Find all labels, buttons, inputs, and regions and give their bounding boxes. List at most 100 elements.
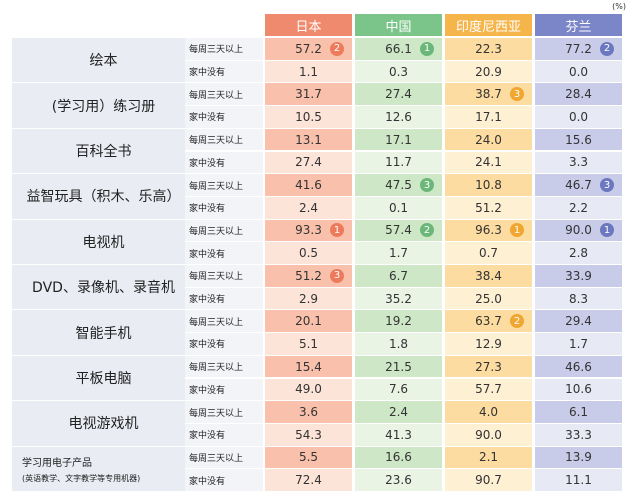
- unit: (%): [612, 1, 626, 11]
- value-cell: 0.0: [535, 60, 622, 83]
- rank-badge: 2: [510, 314, 524, 329]
- rank-badge: 1: [330, 223, 344, 238]
- value-cell: 41.6: [265, 174, 352, 196]
- value-cell: 35.2: [355, 287, 442, 310]
- rank-badge: 2: [600, 41, 614, 56]
- sub-label: 家中没有: [185, 423, 263, 447]
- value-cell: 2.4: [265, 196, 352, 219]
- sub-label: 每周三天以上: [185, 128, 263, 152]
- value-cell: 17.1: [445, 106, 532, 128]
- sub-label: 家中没有: [185, 151, 263, 175]
- rank-badge: 3: [510, 87, 524, 102]
- row-label: 学习用电子产品 (英语教学、文字教学等专用机器): [12, 446, 185, 492]
- value-cell: 10.6: [535, 378, 622, 401]
- value-cell: 2.2: [535, 196, 622, 219]
- sub-label: 每周三天以上: [185, 38, 263, 61]
- value-cell: 21.5: [355, 355, 442, 378]
- value-cell: 6.1: [535, 401, 622, 423]
- value-cell: 96.3 1: [445, 219, 532, 242]
- sub-label: 家中没有: [185, 333, 263, 356]
- value-cell: 11.7: [355, 151, 442, 174]
- row-label-text: 学习用电子产品: [22, 457, 92, 469]
- value-cell: 8.3: [535, 287, 622, 310]
- value-cell: 23.6: [355, 469, 442, 491]
- sub-label: 每周三天以上: [185, 174, 263, 197]
- value-cell: 0.3: [355, 60, 442, 83]
- value-cell: 66.1 1: [355, 38, 442, 60]
- value-cell: 72.4: [265, 469, 352, 491]
- value-cell: 0.7: [445, 242, 532, 264]
- value-cell: 51.2: [445, 196, 532, 219]
- value-cell: 13.9: [535, 446, 622, 469]
- row-label: 百科全书: [12, 128, 185, 175]
- value-cell: 51.2 3: [265, 265, 352, 287]
- value-cell: 3.3: [535, 151, 622, 174]
- row-note: (英语教学、文字教学等专用机器): [22, 473, 141, 483]
- value-cell: 33.9: [535, 265, 622, 287]
- value-cell: 63.7 2: [445, 310, 532, 333]
- value-cell: 46.7 3: [535, 174, 622, 196]
- value-cell: 27.4: [355, 83, 442, 106]
- value-cell: 12.9: [445, 333, 532, 355]
- value-cell: 16.6: [355, 446, 442, 469]
- row-label: (学习用）练习册: [12, 83, 185, 129]
- value-cell: 25.0: [445, 287, 532, 310]
- value-cell: 7.6: [355, 378, 442, 401]
- rank-badge: 3: [600, 178, 614, 193]
- rank-badge: 1: [600, 223, 614, 238]
- rank-badge: 2: [420, 223, 434, 238]
- sub-label: 每周三天以上: [185, 265, 263, 288]
- value-cell: 15.6: [535, 128, 622, 151]
- value-cell: 27.3: [445, 355, 532, 378]
- sub-label: 每周三天以上: [185, 310, 263, 334]
- sub-label: 每周三天以上: [185, 401, 263, 424]
- column-header: 日本: [265, 14, 352, 36]
- value-cell: 13.1: [265, 128, 352, 151]
- value-cell: 93.3 1: [265, 219, 352, 242]
- rank-badge: 1: [420, 41, 434, 56]
- value-cell: 6.7: [355, 265, 442, 287]
- value-cell: 24.1: [445, 151, 532, 174]
- value-cell: 33.3: [535, 423, 622, 446]
- sub-label: 家中没有: [185, 106, 263, 129]
- column-header: 中国: [355, 14, 442, 36]
- value-cell: 38.7 3: [445, 83, 532, 106]
- value-cell: 90.7: [445, 469, 532, 491]
- sub-label: 每周三天以上: [185, 446, 263, 470]
- value-cell: 17.1: [355, 128, 442, 151]
- value-cell: 28.4: [535, 83, 622, 106]
- value-cell: 10.8: [445, 174, 532, 196]
- value-cell: 90.0: [445, 423, 532, 446]
- value-cell: 57.4 2: [355, 219, 442, 242]
- row-label: 电视游戏机: [12, 401, 185, 447]
- value-cell: 24.0: [445, 128, 532, 151]
- value-cell: 20.9: [445, 60, 532, 83]
- value-cell: 1.1: [265, 60, 352, 83]
- sub-label: 家中没有: [185, 469, 263, 492]
- value-cell: 46.6: [535, 355, 622, 378]
- value-cell: 1.7: [355, 242, 442, 264]
- value-cell: 20.1: [265, 310, 352, 333]
- value-cell: 57.7: [445, 378, 532, 401]
- value-cell: 5.1: [265, 333, 352, 355]
- value-cell: 10.5: [265, 106, 352, 128]
- sub-label: 每周三天以上: [185, 355, 263, 379]
- value-cell: 90.0 1: [535, 219, 622, 242]
- value-cell: 27.4: [265, 151, 352, 174]
- value-cell: 1.8: [355, 333, 442, 355]
- value-cell: 57.2 2: [265, 38, 352, 60]
- row-label: 益智玩具（积木、乐高）: [12, 174, 185, 220]
- value-cell: 19.2: [355, 310, 442, 333]
- value-cell: 47.5 3: [355, 174, 442, 196]
- value-cell: 31.7: [265, 83, 352, 106]
- value-cell: 2.9: [265, 287, 352, 310]
- value-cell: 0.5: [265, 242, 352, 264]
- value-cell: 15.4: [265, 355, 352, 378]
- sub-label: 家中没有: [185, 242, 263, 265]
- column-header: 芬兰: [535, 14, 622, 36]
- row-label: 平板电脑: [12, 355, 185, 402]
- value-cell: 29.4: [535, 310, 622, 333]
- sub-label: 每周三天以上: [185, 83, 263, 107]
- value-cell: 41.3: [355, 423, 442, 446]
